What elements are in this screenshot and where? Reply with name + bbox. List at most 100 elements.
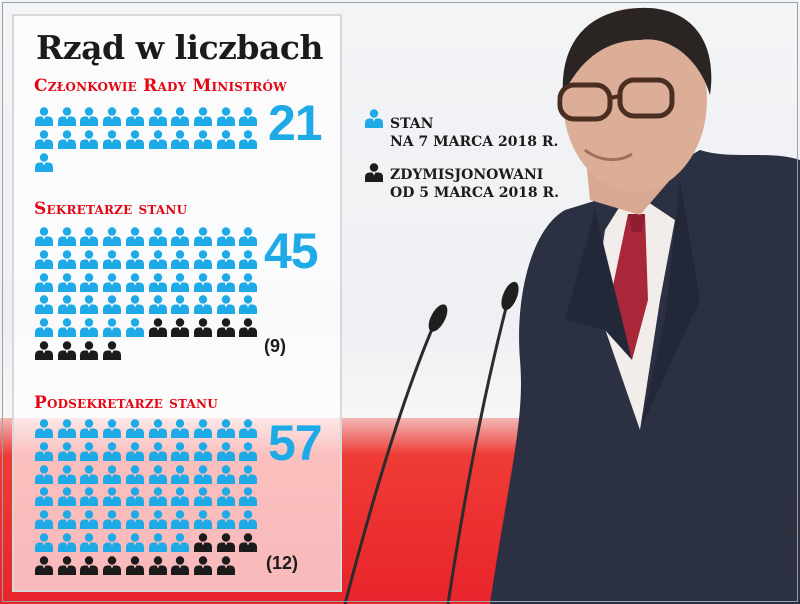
current-person-icon bbox=[57, 487, 76, 507]
infographic-panel: Rząd w liczbach Członkowie Rady Ministró… bbox=[12, 14, 342, 592]
current-person-icon bbox=[171, 107, 190, 126]
current-person-icon bbox=[125, 295, 144, 315]
current-person-icon bbox=[216, 272, 235, 292]
current-person-icon bbox=[148, 510, 167, 530]
current-person-icon bbox=[103, 272, 122, 292]
dismissed-person-icon bbox=[148, 556, 167, 575]
current-person-icon bbox=[148, 272, 167, 292]
current-person-icon bbox=[80, 272, 99, 292]
dismissed-person-icon bbox=[35, 341, 53, 360]
dismissed-person-icon bbox=[239, 533, 258, 552]
current-person-icon bbox=[171, 464, 190, 484]
current-person-icon bbox=[171, 130, 190, 149]
current-person-icon bbox=[171, 419, 190, 438]
current-person-icon bbox=[171, 487, 190, 507]
current-person-icon bbox=[35, 318, 53, 338]
current-person-icon bbox=[103, 107, 122, 126]
current-person-icon bbox=[148, 130, 167, 149]
dismissed-person-icon bbox=[103, 341, 122, 360]
current-person-icon bbox=[125, 419, 144, 438]
current-person-icon bbox=[171, 227, 190, 246]
current-person-icon bbox=[193, 487, 212, 507]
current-person-icon bbox=[80, 250, 99, 269]
current-person-icon bbox=[239, 107, 258, 126]
legend-current-line1: STAN bbox=[390, 116, 434, 132]
current-person-icon bbox=[57, 130, 76, 149]
current-person-icon bbox=[239, 510, 258, 530]
current-person-icon bbox=[239, 464, 258, 484]
current-person-icon bbox=[216, 464, 235, 484]
current-person-icon bbox=[193, 272, 212, 292]
current-person-icon bbox=[216, 130, 235, 149]
current-person-icon bbox=[125, 250, 144, 269]
current-person-icon bbox=[103, 250, 122, 269]
current-person-icon bbox=[103, 464, 122, 484]
current-person-icon bbox=[171, 295, 190, 315]
current-person-icon bbox=[35, 130, 53, 149]
dismissed-person-icon bbox=[57, 556, 76, 575]
current-person-icon bbox=[193, 130, 212, 149]
dismissed-person-icon bbox=[80, 341, 99, 360]
current-person-icon bbox=[103, 318, 122, 338]
current-person-icon bbox=[216, 250, 235, 269]
current-person-icon bbox=[103, 442, 122, 461]
dismissed-person-icon bbox=[193, 556, 212, 575]
section-title-secretaries: Sekretarze stanu bbox=[34, 199, 188, 219]
section-title-undersecretaries: Podsekretarze stanu bbox=[34, 393, 218, 413]
legend-current-icon bbox=[365, 109, 383, 128]
current-person-icon bbox=[239, 272, 258, 292]
current-person-icon bbox=[171, 533, 190, 552]
current-person-icon bbox=[216, 107, 235, 126]
dismissed-person-icon bbox=[171, 318, 190, 338]
current-person-icon bbox=[148, 464, 167, 484]
legend-current-line2: NA 7 MARCA 2018 R. bbox=[390, 134, 559, 150]
current-person-icon bbox=[216, 419, 235, 438]
dismissed-person-icon bbox=[57, 341, 76, 360]
current-person-icon bbox=[193, 227, 212, 246]
current-person-icon bbox=[57, 442, 76, 461]
current-person-icon bbox=[35, 510, 53, 530]
current-person-icon bbox=[35, 152, 53, 172]
current-person-icon bbox=[125, 510, 144, 530]
current-person-icon bbox=[80, 442, 99, 461]
dismissed-count-secretaries: (9) bbox=[264, 336, 286, 356]
dismissed-person-icon bbox=[148, 318, 167, 338]
dismissed-count-undersecretaries: (12) bbox=[266, 553, 299, 573]
current-person-icon bbox=[148, 419, 167, 438]
dismissed-person-icon bbox=[193, 318, 212, 338]
current-person-icon bbox=[35, 227, 53, 246]
current-person-icon bbox=[103, 487, 122, 507]
current-person-icon bbox=[125, 487, 144, 507]
current-person-icon bbox=[148, 533, 167, 552]
current-person-icon bbox=[57, 272, 76, 292]
current-person-icon bbox=[35, 419, 53, 438]
current-person-icon bbox=[125, 227, 144, 246]
current-person-icon bbox=[125, 442, 144, 461]
legend-dismissed-line2: OD 5 MARCA 2018 R. bbox=[390, 185, 560, 201]
current-person-icon bbox=[125, 107, 144, 126]
current-person-icon bbox=[239, 442, 258, 461]
dismissed-person-icon bbox=[103, 556, 122, 575]
current-person-icon bbox=[216, 295, 235, 315]
current-person-icon bbox=[57, 227, 76, 246]
current-person-icon bbox=[80, 419, 99, 438]
current-person-icon bbox=[148, 107, 167, 126]
current-person-icon bbox=[171, 272, 190, 292]
current-person-icon bbox=[80, 464, 99, 484]
photo-credit: Fot. Marcin Obara/PAP bbox=[784, 491, 794, 596]
current-person-icon bbox=[35, 464, 53, 484]
dismissed-person-icon bbox=[171, 556, 190, 575]
current-person-icon bbox=[35, 533, 53, 552]
current-person-icon bbox=[103, 227, 122, 246]
current-person-icon bbox=[57, 510, 76, 530]
current-person-icon bbox=[216, 442, 235, 461]
current-person-icon bbox=[57, 419, 76, 438]
current-person-icon bbox=[193, 250, 212, 269]
current-person-icon bbox=[148, 227, 167, 246]
current-person-icon bbox=[193, 464, 212, 484]
current-person-icon bbox=[80, 107, 99, 126]
current-person-icon bbox=[125, 464, 144, 484]
current-person-icon bbox=[35, 107, 53, 126]
current-person-icon bbox=[193, 107, 212, 126]
